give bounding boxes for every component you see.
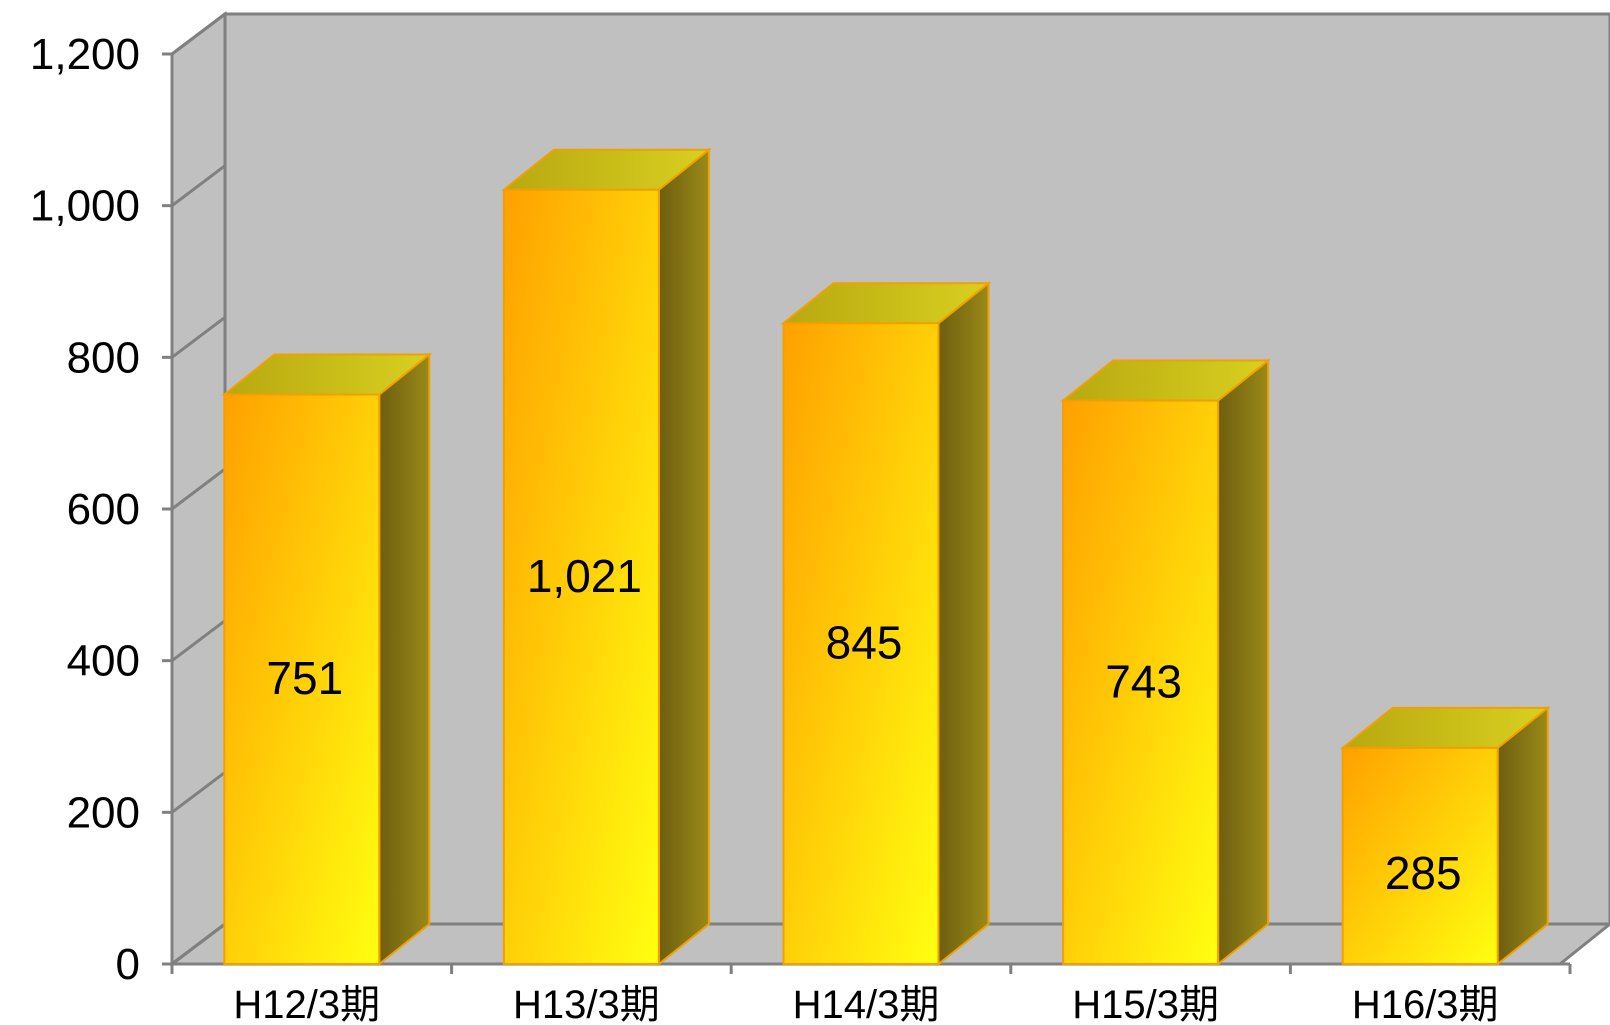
y-tick-label: 200 (67, 788, 140, 837)
y-tick-depth-line (171, 771, 226, 814)
bar-side (937, 281, 990, 967)
category-labels: H12/3期 H13/3期 H14/3期 H15/3期 H16/3期 (233, 983, 1498, 1025)
bar (1341, 746, 1499, 965)
bars (221, 147, 1551, 967)
x-axis-ticks (170, 964, 1572, 974)
y-tick-label: 1,000 (30, 182, 140, 231)
bar-side (1217, 358, 1270, 967)
bar (502, 188, 660, 966)
y-tick-label: 800 (67, 333, 140, 382)
y-tick-label: 400 (67, 637, 140, 686)
y-axis-ticks: 0 200 400 600 800 1,000 1,200 (30, 12, 226, 989)
x-tick-label: H15/3期 (1072, 983, 1219, 1025)
y-tick-depth-line (171, 619, 226, 662)
y-tick-depth-line (171, 164, 226, 207)
x-tick-label: H12/3期 (233, 983, 380, 1025)
data-label: 845 (826, 617, 903, 669)
y-tick-label: 1,200 (30, 30, 140, 79)
y-tick-depth-line (171, 467, 226, 511)
y-tick-depth-line (171, 12, 226, 56)
bar-side (378, 352, 431, 967)
x-tick-label: H16/3期 (1352, 983, 1499, 1025)
bar (1062, 399, 1220, 965)
y-tick-depth-line (171, 922, 226, 966)
data-label: 1,021 (527, 550, 642, 602)
y-tick-label: 600 (67, 485, 140, 534)
data-label: 751 (266, 652, 343, 704)
bar (223, 393, 381, 966)
y-tick-label: 0 (116, 940, 140, 989)
y-tick-depth-line (171, 316, 226, 359)
bar-side (1496, 705, 1549, 967)
data-labels: 751 1,021 845 743 285 (266, 550, 1461, 899)
bar-side (657, 147, 710, 967)
x-tick-label: H14/3期 (793, 983, 940, 1025)
x-tick-label: H13/3期 (513, 983, 660, 1025)
bar (782, 322, 940, 966)
data-label: 285 (1385, 847, 1462, 899)
data-label: 743 (1105, 655, 1182, 707)
